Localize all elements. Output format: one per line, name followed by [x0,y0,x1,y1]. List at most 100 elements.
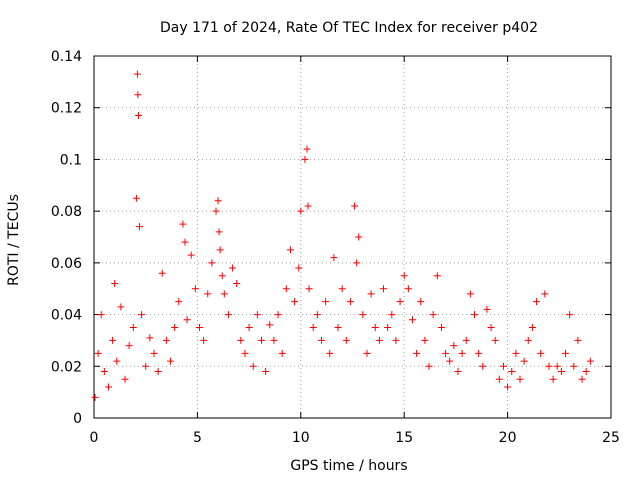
data-point [413,349,421,357]
data-point [520,357,528,365]
axis-ticks [93,55,612,419]
data-point [433,272,441,280]
data-point [342,336,350,344]
data-point [528,324,536,331]
data-point [135,223,143,231]
y-tick-labels: 0 0.02 0.04 0.06 0.08 0.1 0.12 0.14 [51,49,82,427]
data-point [384,324,392,331]
data-point [442,349,450,357]
y-tick-label: 0.06 [51,256,82,272]
data-point [487,324,495,331]
data-point [138,311,146,319]
data-point [454,367,462,375]
data-point [524,336,532,344]
x-tick-label: 25 [602,430,620,446]
data-point [475,349,483,357]
data-point [262,367,270,375]
data-point [291,298,299,306]
data-point [537,349,545,357]
data-point [266,321,274,329]
data-point [400,272,408,280]
data-point [404,285,412,293]
data-point [150,349,158,357]
data-point [429,311,437,319]
data-point [204,290,212,298]
data-point [233,280,241,288]
data-point [408,316,416,324]
data-point [97,311,105,319]
data-point [450,342,458,350]
x-tick-label: 5 [193,430,202,446]
data-point [425,362,433,370]
data-point [258,336,266,344]
data-point [495,375,503,383]
y-tick-label: 0.1 [60,152,82,168]
data-point [346,298,354,306]
data-point [367,290,375,298]
grid [94,56,611,418]
data-point [133,70,141,78]
data-point [167,357,175,365]
data-point [134,91,142,99]
data-point [224,311,232,319]
data-point [557,367,565,375]
data-point [545,362,553,370]
data-point [181,238,189,246]
data-point [158,269,166,277]
data-point [421,336,429,344]
data-point [396,298,404,306]
y-tick-label: 0.12 [51,101,82,117]
data-point [338,285,346,293]
data-point [142,362,150,370]
y-tick-label: 0 [73,411,82,427]
data-point [504,383,512,391]
data-point [215,228,223,236]
data-point [113,357,121,365]
chart-title: Day 171 of 2024, Rate Of TEC Index for r… [160,20,538,36]
data-point [491,336,499,344]
y-axis-label: ROTI / TECUs [6,194,22,286]
data-point [330,254,338,262]
data-point [214,197,222,205]
data-point [100,367,108,375]
data-point [578,375,586,383]
x-tick-label: 10 [292,430,310,446]
y-tick-label: 0.04 [51,308,82,324]
data-point [351,202,359,210]
data-point [91,393,99,401]
data-point [334,324,342,331]
x-tick-label: 15 [395,430,413,446]
data-point [541,290,549,298]
data-point [301,155,309,163]
data-point [297,207,305,215]
y-tick-label: 0.08 [51,204,82,220]
data-point [111,280,119,288]
data-points [91,70,594,401]
data-point [171,324,179,331]
data-point [117,303,125,311]
data-point [355,233,363,241]
data-point [446,357,454,365]
data-point [134,111,142,119]
x-tick-labels: 0 5 10 15 20 25 [90,430,620,446]
data-point [471,311,479,319]
data-point [305,285,313,293]
data-point [216,246,224,254]
data-point [109,336,117,344]
data-point [183,316,191,324]
data-point [191,285,199,293]
data-point [566,311,574,319]
data-point [458,349,466,357]
data-point [326,349,334,357]
y-tick-label: 0.02 [51,359,82,375]
data-point [274,311,282,319]
data-point [208,259,216,267]
data-point [553,362,561,370]
data-point [317,336,325,344]
data-point [295,264,303,272]
data-point [245,324,253,331]
data-point [278,349,286,357]
data-point [146,334,154,342]
data-point [574,336,582,344]
